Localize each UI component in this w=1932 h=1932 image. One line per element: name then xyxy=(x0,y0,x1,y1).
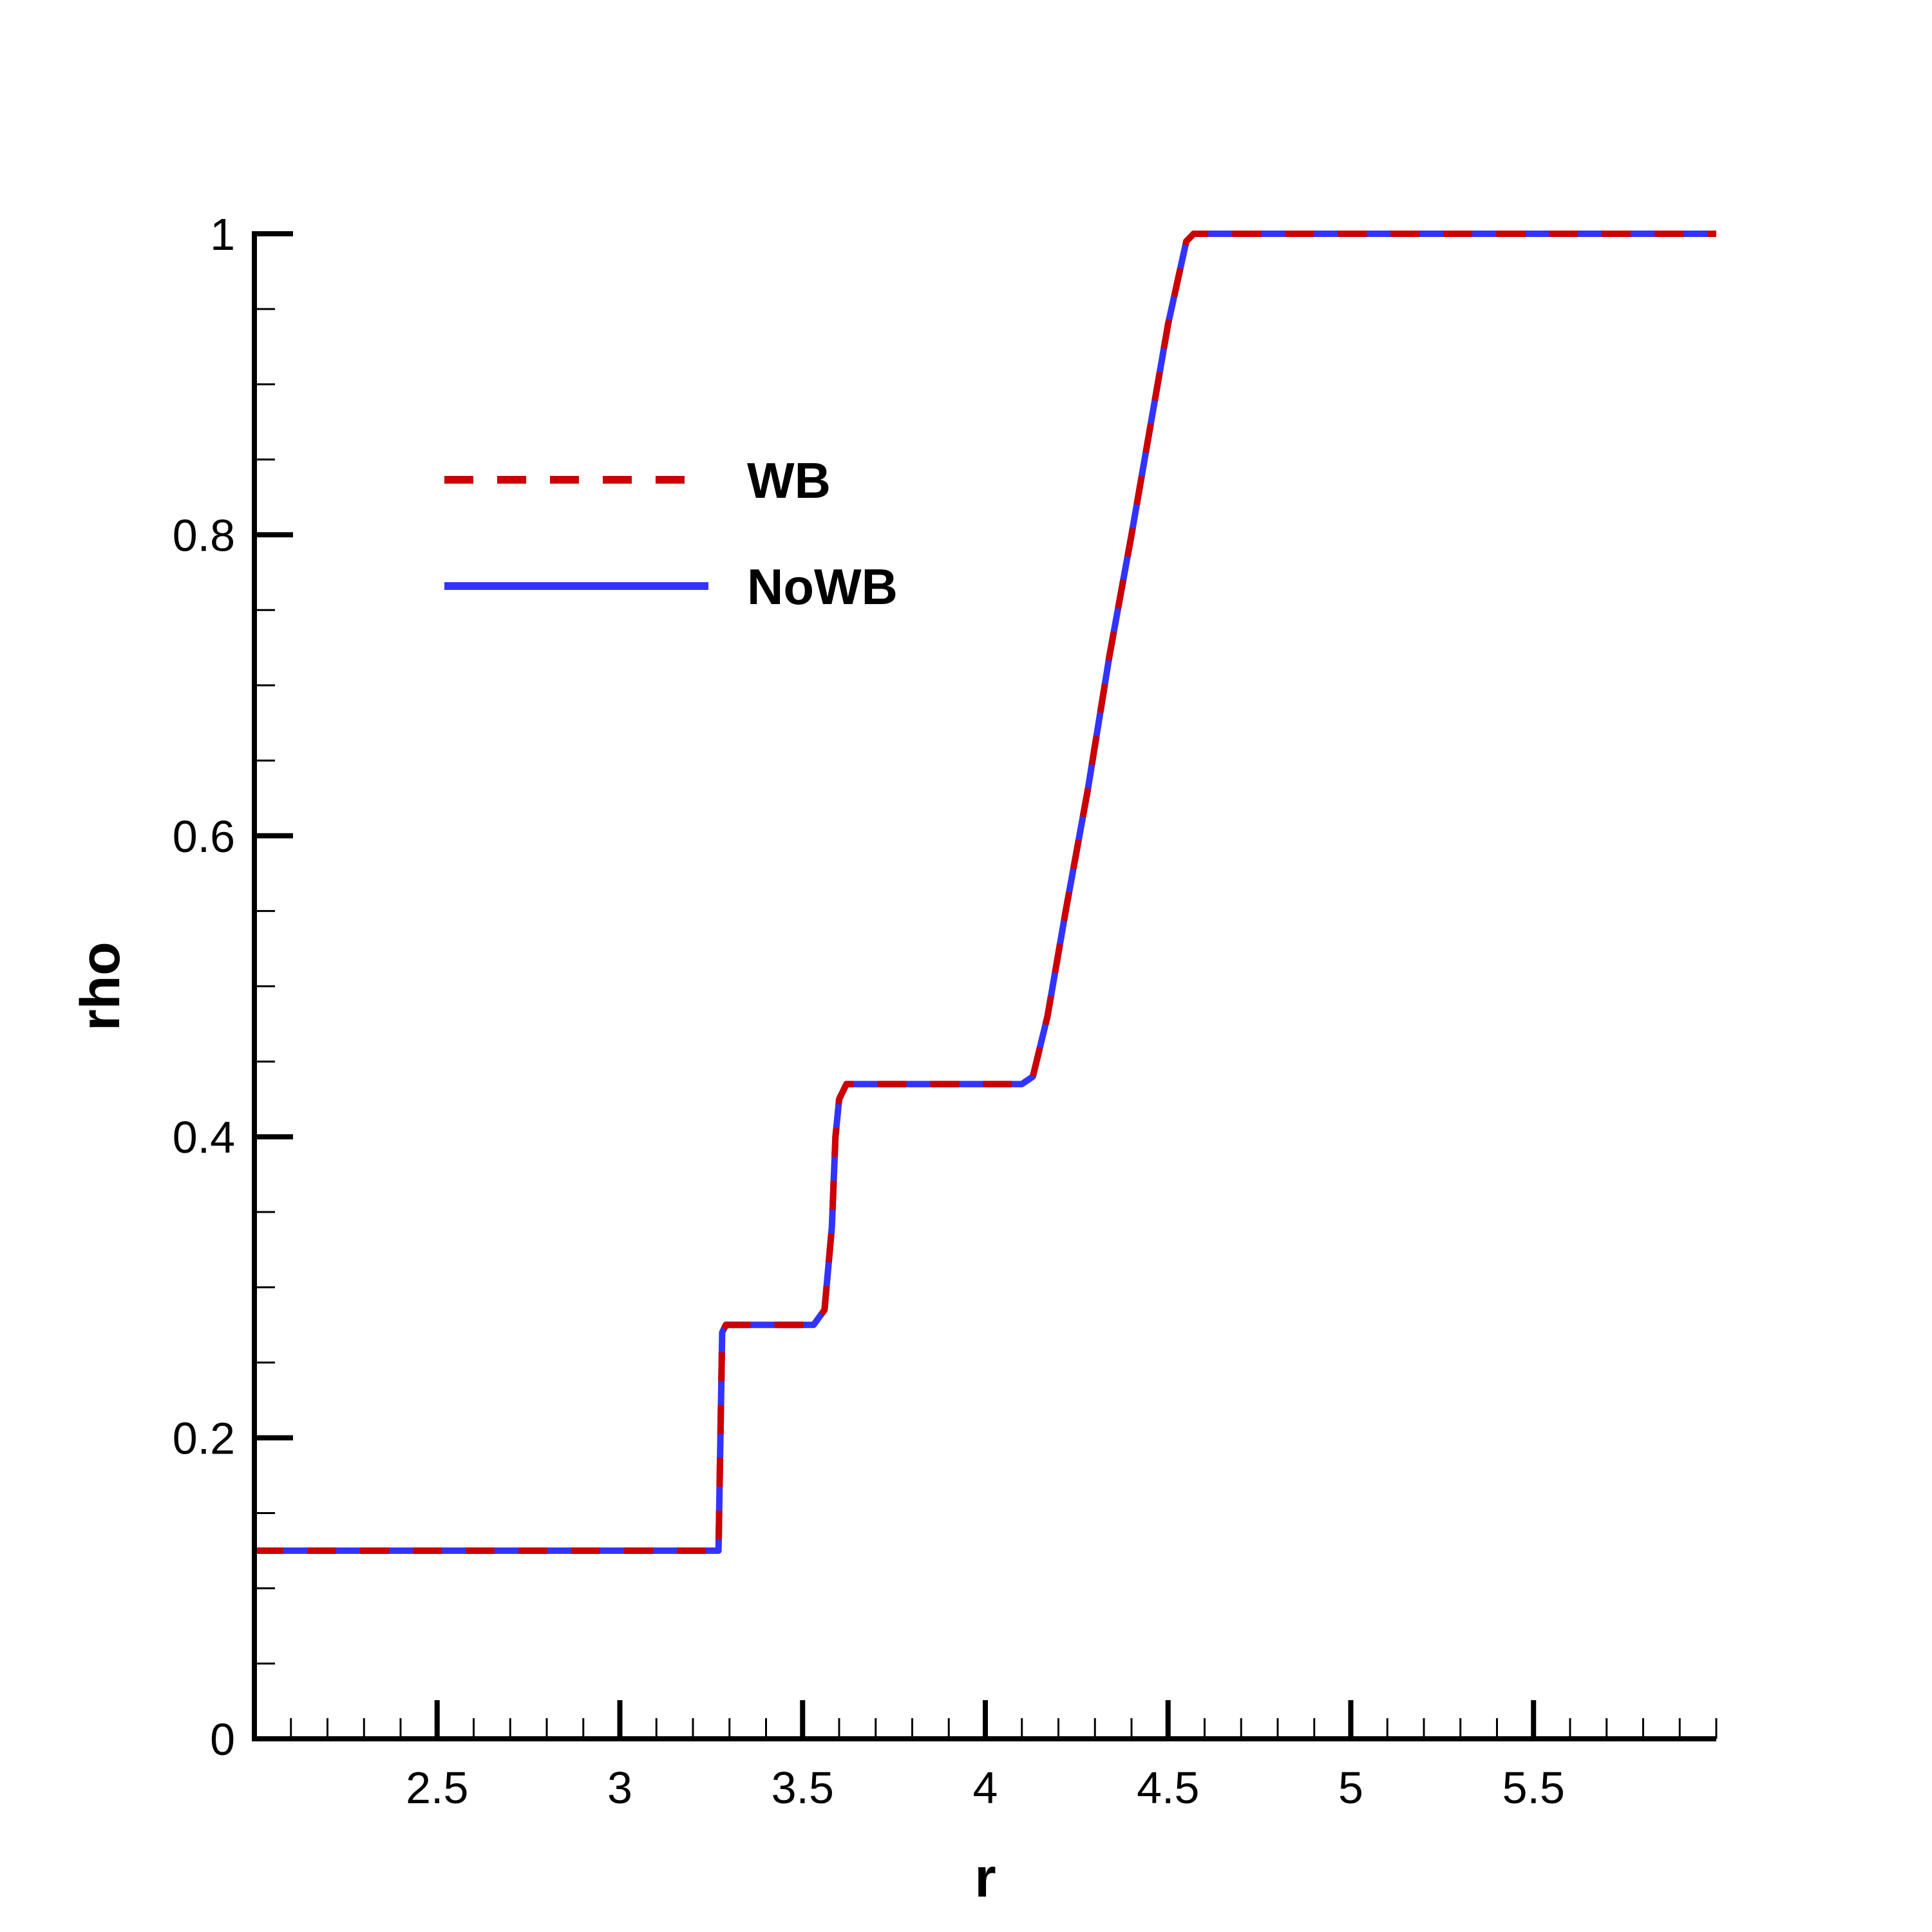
y-axis-title: rho xyxy=(70,942,131,1031)
x-tick-label: 4.5 xyxy=(1137,1763,1199,1813)
x-tick-label: 3.5 xyxy=(772,1763,834,1813)
x-tick-label: 4 xyxy=(973,1763,998,1813)
x-tick-label: 2.5 xyxy=(406,1763,468,1813)
y-tick-label: 0.2 xyxy=(173,1414,235,1464)
legend: WB NoWB xyxy=(444,452,898,615)
tick-labels: 2.5 3 3.5 4 4.5 5 5.5 0 0.2 0.4 0.6 0.8 1 xyxy=(173,209,1565,1813)
y-tick-label: 0.4 xyxy=(173,1112,235,1162)
legend-label-nowb: NoWB xyxy=(747,558,898,615)
legend-label-wb: WB xyxy=(747,452,831,509)
x-axis-title: r xyxy=(974,1847,996,1909)
y-tick-label: 0.8 xyxy=(173,510,235,560)
series-line-nowb xyxy=(254,231,1716,1554)
x-tick-label: 3 xyxy=(607,1763,632,1813)
minor-ticks xyxy=(253,232,1718,1740)
x-tick-label: 5.5 xyxy=(1502,1763,1565,1813)
y-tick-label: 1 xyxy=(210,209,235,260)
series-layer xyxy=(254,231,1716,1554)
x-tick-label: 5 xyxy=(1338,1763,1363,1813)
major-ticks xyxy=(254,231,1537,1741)
y-tick-label: 0 xyxy=(210,1714,235,1765)
series-line-wb xyxy=(254,231,1716,1554)
y-tick-label: 0.6 xyxy=(173,811,235,862)
